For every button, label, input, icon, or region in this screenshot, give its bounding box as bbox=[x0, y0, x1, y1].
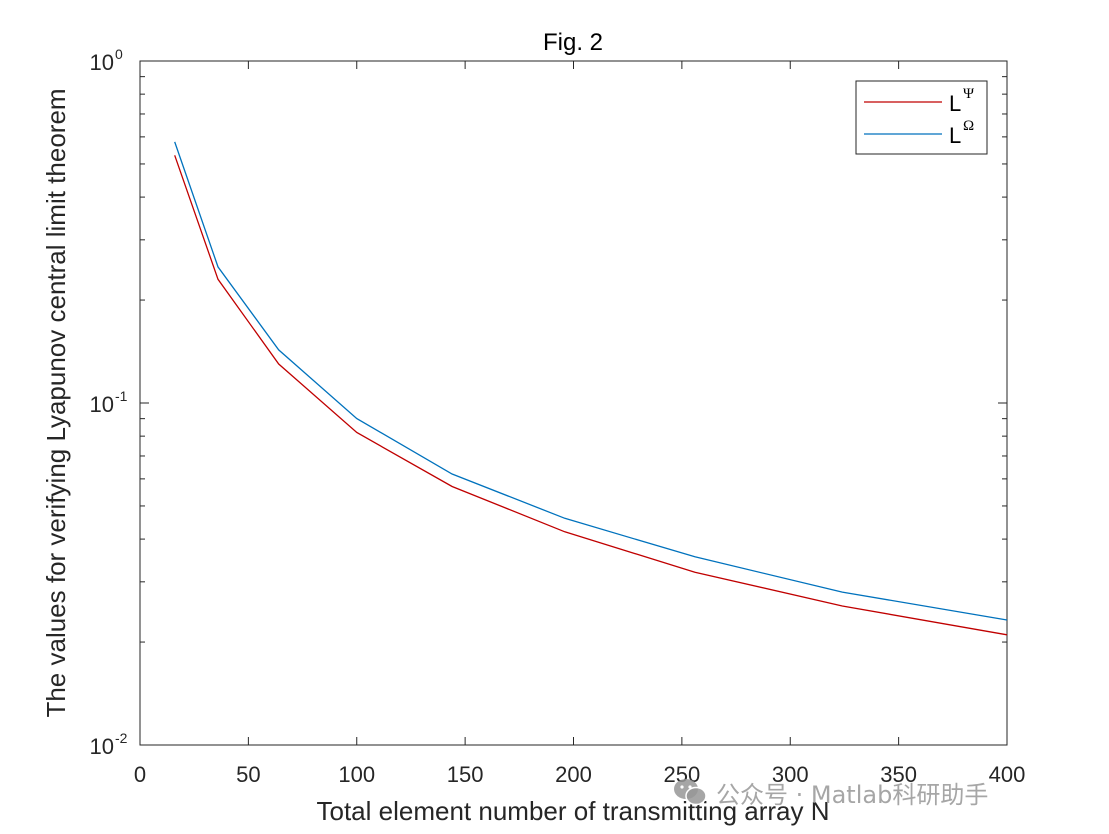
legend-label-0: L bbox=[949, 91, 961, 116]
y-tick-exponent: 0 bbox=[115, 46, 123, 62]
legend-label-1: L bbox=[949, 123, 961, 148]
x-tick-label: 50 bbox=[236, 762, 260, 787]
x-tick-label: 0 bbox=[134, 762, 146, 787]
series-line-0 bbox=[174, 155, 1008, 636]
y-tick-base: 10 bbox=[90, 392, 114, 417]
x-tick-label: 400 bbox=[989, 762, 1026, 787]
x-tick-label: 200 bbox=[555, 762, 592, 787]
x-tick-label: 300 bbox=[772, 762, 809, 787]
legend-superscript-1: Ω bbox=[963, 118, 974, 134]
y-tick-label: 10 bbox=[90, 50, 114, 75]
x-axis-label: Total element number of transmitting arr… bbox=[317, 796, 830, 826]
y-tick-exponent: -1 bbox=[115, 388, 128, 404]
x-axis-ticks: 0 50 100 150 200 250 300 350 400 bbox=[134, 61, 1025, 787]
legend-entries: L ΨL Ω bbox=[864, 86, 975, 148]
y-axis-label: The values for verifying Lyapunov centra… bbox=[41, 88, 71, 717]
watermark-text: 公众号 · Matlab科研助手 bbox=[716, 780, 989, 809]
y-tick-label: 10 bbox=[90, 734, 114, 759]
series-line-1 bbox=[174, 141, 1008, 621]
watermark: 公众号 · Matlab科研助手 bbox=[672, 772, 988, 812]
legend-superscript-0: Ψ bbox=[963, 86, 975, 102]
legend-box bbox=[855, 80, 988, 155]
y-tick-base: 10 bbox=[90, 734, 114, 759]
y-tick-label: 10 bbox=[90, 392, 114, 417]
wechat-icon bbox=[674, 779, 707, 806]
x-tick-label: 150 bbox=[447, 762, 484, 787]
y-tick-exponent: -2 bbox=[115, 730, 128, 746]
plot-area bbox=[139, 60, 1008, 746]
x-tick-label: 350 bbox=[880, 762, 917, 787]
chart-title: Fig. 2 bbox=[543, 29, 603, 56]
legend: L ΨL Ω bbox=[855, 80, 988, 155]
series-layer bbox=[174, 141, 1008, 636]
x-tick-label: 100 bbox=[338, 762, 375, 787]
y-tick-base: 10 bbox=[90, 50, 114, 75]
